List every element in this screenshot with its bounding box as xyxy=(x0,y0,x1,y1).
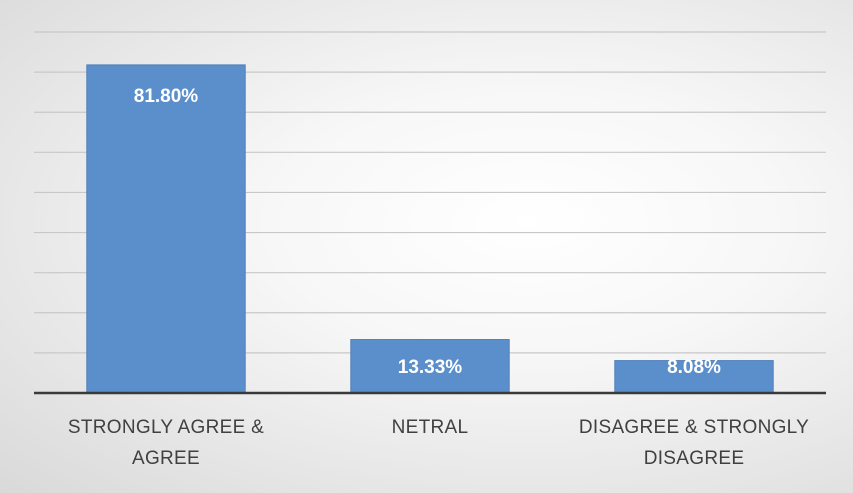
bar xyxy=(86,64,246,394)
value-label: 8.08% xyxy=(667,357,721,378)
x-tick-label: DISAGREE & STRONGLY DISAGREE xyxy=(578,417,810,469)
x-tick-label: NETRAL xyxy=(391,417,469,438)
value-label: 13.33% xyxy=(398,357,463,378)
x-tick-label: STRONGLY AGREE & AGREE xyxy=(67,417,265,469)
value-label: 81.80% xyxy=(134,86,199,107)
